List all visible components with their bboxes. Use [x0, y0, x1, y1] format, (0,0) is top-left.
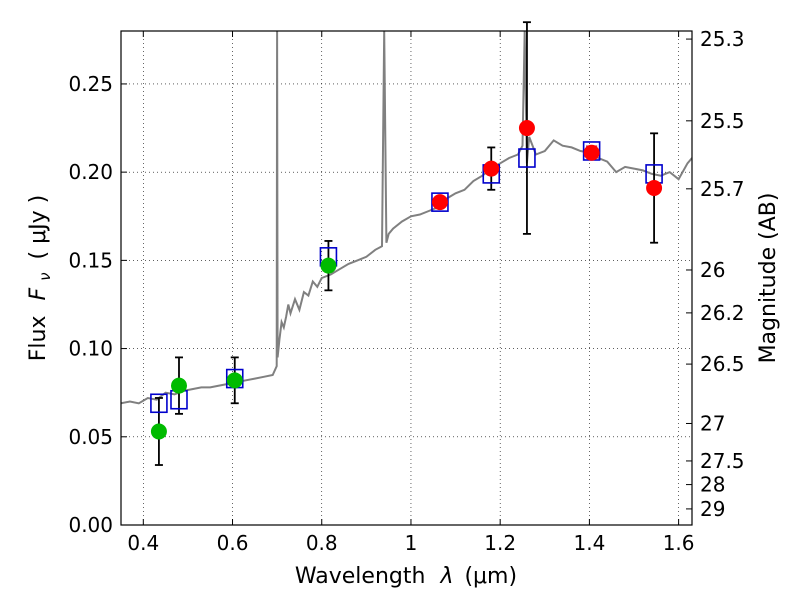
y-tick-label: 0.00 [68, 513, 113, 537]
green-point [150, 423, 167, 440]
plot-frame [120, 30, 693, 526]
mag-tick-label: 25.7 [700, 177, 745, 201]
y-tick-label: 0.10 [68, 337, 113, 361]
y-tick-label: 0.25 [68, 72, 113, 96]
y-tick-label: 0.20 [68, 160, 113, 184]
mag-tick-label: 26.5 [700, 352, 745, 376]
spectrum-line [121, 31, 692, 405]
x-label-symbol: λ [439, 564, 453, 589]
red-point [583, 144, 600, 161]
red-points [431, 120, 663, 211]
mag-tick-label: 27 [700, 411, 725, 435]
red-point [483, 160, 500, 177]
x-tick-label: 0.4 [127, 531, 159, 555]
y-tick-label: 0.05 [68, 425, 113, 449]
grid [121, 31, 692, 526]
x-tick-label: 0.8 [306, 531, 338, 555]
y-label-symbol: F [26, 287, 51, 300]
mag-tick-label: 29 [700, 497, 725, 521]
ticks [121, 31, 692, 526]
x-axis-label: Wavelength λ (μm) [295, 564, 517, 589]
x-tick-label: 1 [405, 531, 418, 555]
y2-axis-label: Magnitude (AB) [756, 193, 781, 364]
green-point [170, 377, 187, 394]
x-label-unit: (μm) [464, 564, 517, 589]
mag-tick-label: 27.5 [700, 449, 745, 473]
green-points [150, 257, 337, 440]
green-point [226, 372, 243, 389]
y-tick-labels: 0.00 0.05 0.10 0.15 0.20 0.25 [68, 72, 113, 537]
y-label-prefix: Flux [26, 315, 51, 361]
y-label-sub: ν [36, 272, 54, 280]
mag-tick-label: 28 [700, 473, 725, 497]
x-label-prefix: Wavelength [295, 564, 426, 589]
model-point [150, 393, 168, 414]
x-tick-label: 1.4 [573, 531, 605, 555]
red-point [431, 194, 448, 211]
mag-tick-label: 25.5 [700, 109, 745, 133]
errorbars [154, 21, 659, 466]
mag-tick-label: 25.3 [700, 27, 745, 51]
red-point [518, 120, 535, 137]
mag-tick-label: 26.2 [700, 301, 745, 325]
x-tick-label: 1.6 [663, 531, 695, 555]
y-label-unit: ( μJy ) [26, 195, 51, 260]
x-tick-label: 1.2 [484, 531, 516, 555]
green-point [320, 257, 337, 274]
red-point [646, 180, 663, 197]
y-axis-label: Flux F ν ( μJy ) [26, 195, 56, 361]
mag-tick-label: 26 [700, 258, 725, 282]
model-point [518, 148, 536, 168]
model-points [150, 141, 663, 414]
x-tick-label: 0.6 [217, 531, 249, 555]
y-tick-label: 0.15 [68, 248, 113, 272]
x-tick-labels: 0.4 0.6 0.8 1 1.2 1.4 1.6 [127, 531, 694, 555]
